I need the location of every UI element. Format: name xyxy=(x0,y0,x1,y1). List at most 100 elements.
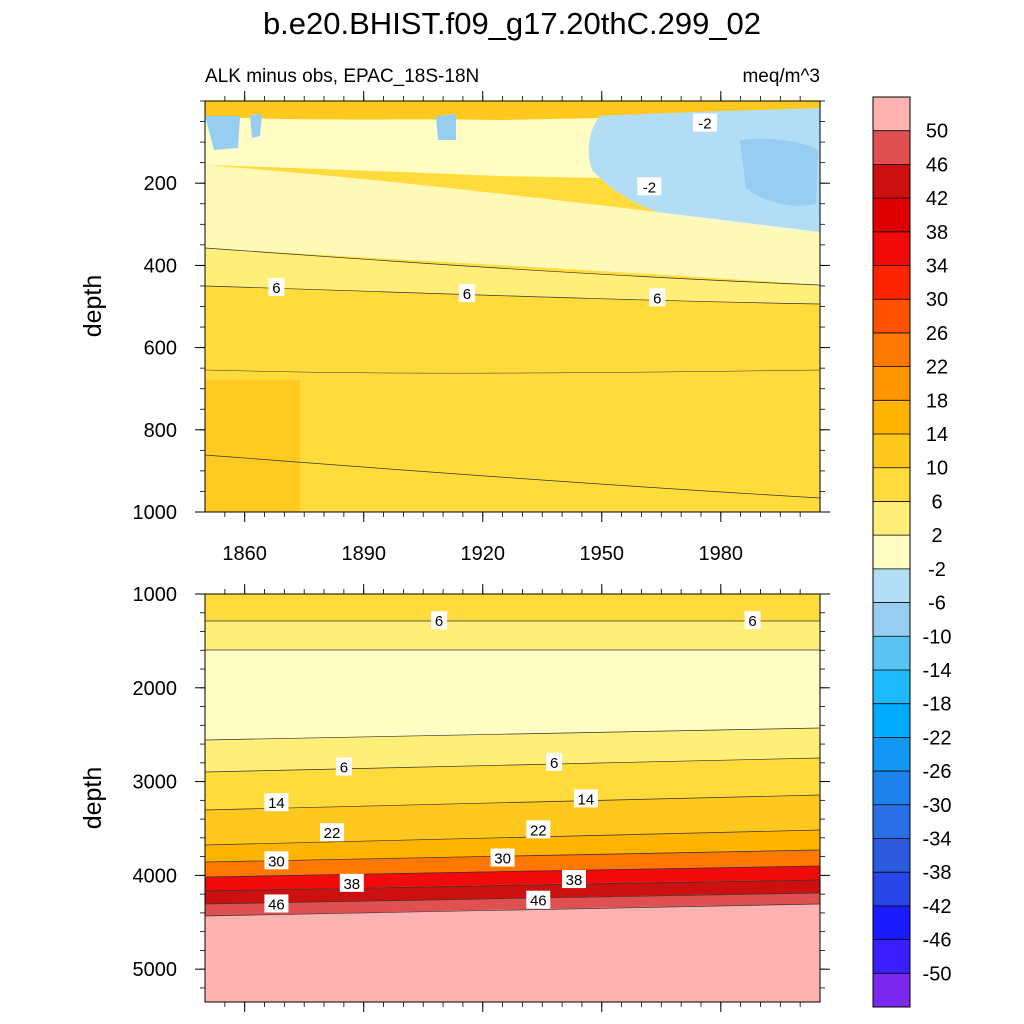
lower-y-tick-label: 1000 xyxy=(133,584,178,606)
colorbar-swatch xyxy=(873,97,910,131)
contour-label-bg xyxy=(562,870,586,889)
colorbar-tick-label: -10 xyxy=(923,626,952,648)
contour-label-bg xyxy=(264,851,289,870)
colorbar-swatch xyxy=(873,535,910,569)
contour-label-bg xyxy=(339,873,364,892)
lower-y-tick-label: 5000 xyxy=(133,959,178,981)
colorbar-tick-label: -30 xyxy=(923,795,952,817)
contour-label-bg xyxy=(744,611,761,630)
upper-y-tick-label: 1000 xyxy=(133,502,178,524)
colorbar-tick-label: -14 xyxy=(923,660,952,682)
contour-label: 46 xyxy=(268,896,285,913)
colorbar-swatch xyxy=(873,130,910,165)
upper-y-tick-label: 800 xyxy=(144,420,177,442)
colorbar-swatch xyxy=(873,568,910,603)
contour-label-bg xyxy=(458,284,475,303)
colorbar-swatch xyxy=(873,973,910,1007)
colorbar-tick-label: -22 xyxy=(923,727,952,749)
contour-label-bg xyxy=(573,789,598,808)
lower-contour-panel xyxy=(204,593,821,1003)
colorbar-tick-label: 22 xyxy=(926,357,948,379)
contour-label: -2 xyxy=(643,179,656,196)
colorbar-tick-label: 2 xyxy=(931,525,942,547)
colorbar-swatch xyxy=(873,265,910,300)
colorbar-tick-label: 38 xyxy=(926,222,948,244)
lower-y-tick-label: 3000 xyxy=(133,772,178,794)
y-axis-label-lower: depth xyxy=(79,767,107,830)
contour-label-bg xyxy=(692,113,717,132)
contour-label: 22 xyxy=(324,825,341,842)
colorbar-tick-label: -46 xyxy=(923,930,952,952)
lower-y-tick-label: 4000 xyxy=(133,865,178,887)
colorbar-tick-label: 26 xyxy=(926,323,948,345)
lower-y-tick-label: 2000 xyxy=(133,678,178,700)
contour-label-bg xyxy=(264,894,289,913)
colorbar-tick-label: 6 xyxy=(931,491,942,513)
contour-label: 30 xyxy=(268,853,285,870)
colorbar-swatch xyxy=(873,669,910,704)
colorbar-swatch xyxy=(873,198,910,232)
contour-label: 6 xyxy=(653,290,661,307)
colorbar-swatch xyxy=(873,804,910,839)
contour-label-bg xyxy=(490,848,515,867)
contour-label-bg xyxy=(526,820,551,839)
contour-label: 22 xyxy=(530,822,547,839)
colorbar-tick-label: 18 xyxy=(926,390,948,412)
colorbar-frame xyxy=(872,96,911,1008)
contour-label: 30 xyxy=(494,850,511,867)
contour-label: 6 xyxy=(748,613,756,630)
colorbar-tick-label: -26 xyxy=(923,761,952,783)
upper-y-tick-label: 600 xyxy=(144,338,177,360)
subtitle-left: ALK minus obs, EPAC_18S-18N xyxy=(205,66,479,87)
colorbar-tick-label: 30 xyxy=(926,289,948,311)
contour-label-bg xyxy=(637,177,662,196)
upper-x-tick-label: 1890 xyxy=(341,543,386,565)
upper-y-tick-label: 400 xyxy=(144,255,177,277)
contour-label: 6 xyxy=(272,280,280,297)
colorbar-swatch xyxy=(873,332,910,367)
contour-label: 6 xyxy=(463,286,471,303)
colorbar-tick-label: -2 xyxy=(928,559,946,581)
colorbar-tick-label: 46 xyxy=(926,154,948,176)
contour-label: 38 xyxy=(343,876,360,893)
upper-x-tick-label: 1980 xyxy=(699,543,744,565)
upper-x-tick-label: 1950 xyxy=(580,543,625,565)
contour-label: 38 xyxy=(566,872,583,889)
colorbar-swatch xyxy=(873,602,910,637)
colorbar-swatch xyxy=(873,434,910,468)
colorbar-swatch xyxy=(873,501,910,536)
contour-label-bg xyxy=(526,890,551,909)
contour-label-bg xyxy=(546,752,563,771)
colorbar-tick-label: 14 xyxy=(926,424,948,446)
colorbar-tick-label: -34 xyxy=(923,828,952,850)
contour-label: 46 xyxy=(530,893,547,910)
contour-label-bg xyxy=(319,823,344,842)
contour-label-bg xyxy=(268,278,285,297)
colorbar-tick-label: 50 xyxy=(926,121,948,143)
colorbar-swatch xyxy=(873,636,910,670)
upper-y-tick-label: 200 xyxy=(144,173,177,195)
colorbar-tick-label: -38 xyxy=(923,862,952,884)
colorbar-swatch xyxy=(873,771,910,805)
contour-label-bg xyxy=(649,288,666,307)
colorbar-tick-label: 10 xyxy=(926,458,948,480)
colorbar-swatch xyxy=(873,838,910,873)
colorbar: 50 46 42 38 34 30 26 22 18 14 10 6 2 -2 -6 -10 -14 -18 -22… xyxy=(872,96,952,1008)
subtitle-units: meq/m^3 xyxy=(742,66,820,87)
contour-label: 6 xyxy=(340,760,348,777)
colorbar-swatch xyxy=(873,467,910,502)
contour-label-bg xyxy=(431,611,448,630)
colorbar-swatch xyxy=(873,939,910,974)
main-title: b.e20.BHIST.f09_g17.20thC.299_02 xyxy=(263,6,761,41)
colorbar-tick-label: 34 xyxy=(926,256,948,278)
colorbar-tick-label: -18 xyxy=(923,694,952,716)
colorbar-swatch xyxy=(873,164,910,199)
contour-label: 14 xyxy=(578,791,595,808)
colorbar-tick-label: -50 xyxy=(923,963,952,985)
contour-label: -2 xyxy=(698,116,711,133)
contour-label: 6 xyxy=(435,613,443,630)
colorbar-swatch xyxy=(873,737,910,772)
upper-x-tick-label: 1860 xyxy=(222,543,267,565)
colorbar-tick-label: 42 xyxy=(926,188,948,210)
